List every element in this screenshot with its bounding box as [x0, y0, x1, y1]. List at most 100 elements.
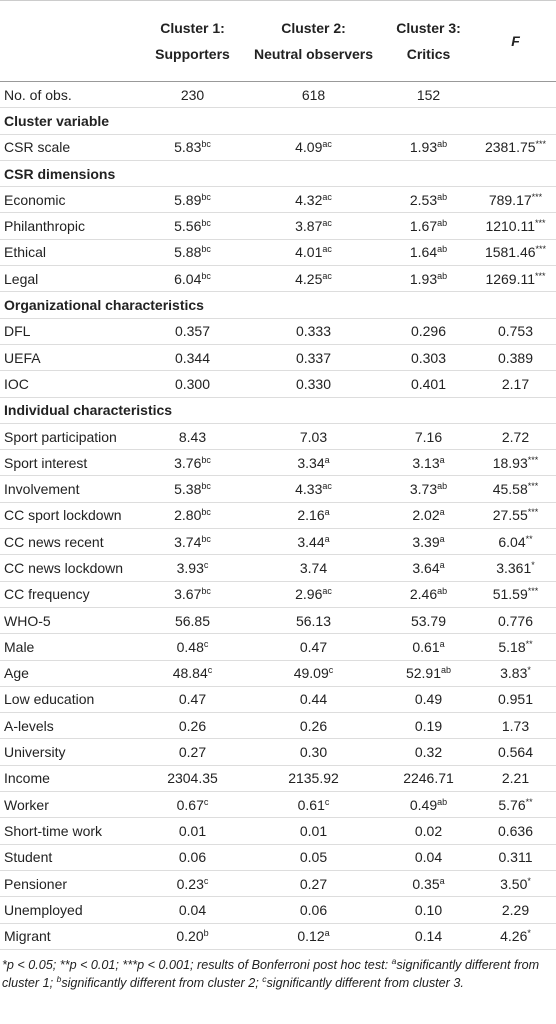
superscript: bc [201, 481, 211, 492]
column-header: Cluster 2: Neutral observers [245, 0, 382, 82]
data-row: Age 48.84c 49.09c 52.91ab 3.83* [0, 660, 556, 687]
value-cell: 789.17*** [475, 186, 556, 214]
data-row: Sport participation 8.43 7.03 7.16 2.72 [0, 423, 556, 451]
superscript: *** [535, 218, 546, 229]
value-cell: 0.337 [245, 344, 382, 372]
value-cell: 0.04 [140, 896, 245, 924]
value-cell: 0.401 [382, 370, 475, 398]
value-cell: 0.06 [140, 844, 245, 871]
value: 2.02 [412, 507, 440, 524]
value-cell: 0.753 [475, 318, 556, 345]
value-cell: 0.49 [382, 686, 475, 714]
value: 1269.11 [485, 270, 536, 287]
value-cell: 3.44a [245, 528, 382, 556]
value: 3.13 [412, 454, 440, 471]
value-cell: 0.01 [245, 817, 382, 845]
value-cell: 7.03 [245, 423, 382, 451]
superscript: ab [437, 139, 448, 150]
data-row: UEFA 0.344 0.337 0.303 0.389 [0, 344, 556, 372]
superscript: ac [322, 244, 332, 255]
value: 0.61 [412, 638, 440, 655]
value-cell: 56.13 [245, 607, 382, 635]
section-row: Cluster variable [0, 107, 556, 135]
superscript: bc [201, 139, 211, 150]
footnote-text: significantly different from cluster 3. [266, 975, 464, 990]
value: 0.23 [176, 875, 204, 892]
data-row: CC frequency 3.67bc 2.96ac 2.46ab 51.59*** [0, 581, 556, 608]
value-cell: 0.27 [245, 870, 382, 898]
value-cell: 0.06 [245, 896, 382, 924]
section-row: CSR dimensions [0, 160, 556, 188]
value-cell: 0.776 [475, 607, 556, 635]
superscript: c [203, 796, 209, 807]
superscript: bc [201, 533, 211, 544]
row-label: University [0, 738, 140, 766]
value-cell: 2.02a [382, 502, 475, 530]
value-cell: 3.73ab [382, 475, 475, 503]
value-cell: 1210.11*** [475, 212, 556, 240]
superscript: *** [535, 244, 547, 255]
superscript: ab [437, 586, 448, 597]
value-cell: 3.34a [245, 449, 382, 477]
value: 3.76 [174, 454, 202, 471]
table-body: No. of obs. 230 618 152 Cluster variable CSR … [0, 81, 556, 950]
superscript: a [439, 559, 445, 570]
superscript: c [324, 796, 330, 807]
superscript: ac [322, 481, 332, 492]
data-row: CC news recent 3.74bc 3.44a 3.39a 6.04** [0, 528, 556, 556]
header-line: Cluster 2: [281, 20, 346, 36]
value: 1.64 [409, 244, 438, 261]
value-cell: 0.44 [245, 686, 382, 714]
superscript: bc [201, 507, 211, 518]
value: 5.83 [174, 139, 202, 156]
row-label: Philanthropic [0, 212, 140, 240]
superscript: a [324, 928, 330, 939]
row-label: WHO-5 [0, 607, 140, 635]
value: 6.04 [498, 533, 526, 550]
value-cell: 0.389 [475, 344, 556, 372]
value-cell: 2304.35 [140, 765, 245, 793]
value-cell: 3.93c [140, 554, 245, 582]
data-row: WHO-5 56.85 56.13 53.79 0.776 [0, 607, 556, 635]
value: 5.56 [174, 218, 202, 235]
value-cell: 2.29 [475, 896, 556, 924]
column-header: Cluster 3: Critics [382, 0, 475, 82]
row-label: Sport participation [0, 423, 140, 451]
superscript: *** [527, 586, 539, 597]
data-row: Involvement 5.38bc 4.33ac 3.73ab 45.58*** [0, 475, 556, 503]
value-cell: 3.67bc [140, 581, 245, 608]
value-cell: 4.09ac [245, 134, 382, 161]
row-label: DFL [0, 318, 140, 345]
superscript: bc [201, 270, 211, 281]
value: 51.59 [492, 586, 528, 603]
value: 45.58 [492, 481, 528, 498]
value: 6.04 [174, 270, 202, 287]
value-cell: 2.53ab [382, 186, 475, 214]
value-cell: 1581.46*** [475, 239, 556, 267]
value-cell: 5.89bc [140, 186, 245, 214]
value-cell: 0.564 [475, 738, 556, 766]
value: 4.01 [295, 244, 323, 261]
superscript: *** [527, 454, 539, 465]
data-row: Ethical 5.88bc 4.01ac 1.64ab 1581.46*** [0, 239, 556, 267]
data-row: Pensioner 0.23c 0.27 0.35a 3.50* [0, 870, 556, 898]
value-cell: 3.361* [475, 554, 556, 582]
data-row: University 0.27 0.30 0.32 0.564 [0, 738, 556, 766]
value: 52.91 [405, 665, 442, 682]
superscript: ab [437, 244, 448, 255]
value-cell: 5.38bc [140, 475, 245, 503]
superscript: ** [525, 638, 533, 649]
value-cell: 0.61a [382, 633, 475, 661]
data-row: Unemployed 0.04 0.06 0.10 2.29 [0, 896, 556, 924]
header-line: Cluster 1: [160, 20, 225, 36]
row-label: CC sport lockdown [0, 502, 140, 530]
value: 0.48 [176, 638, 204, 655]
data-row: CC news lockdown 3.93c 3.74 3.64a 3.361* [0, 554, 556, 582]
value: 1.93 [409, 270, 438, 287]
value-cell: 0.05 [245, 844, 382, 871]
value: 3.39 [412, 533, 440, 550]
value: 4.26 [500, 928, 528, 945]
value: 4.09 [295, 139, 323, 156]
results-table: Cluster 1: Supporters Cluster 2: Neutral ob… [0, 0, 556, 950]
